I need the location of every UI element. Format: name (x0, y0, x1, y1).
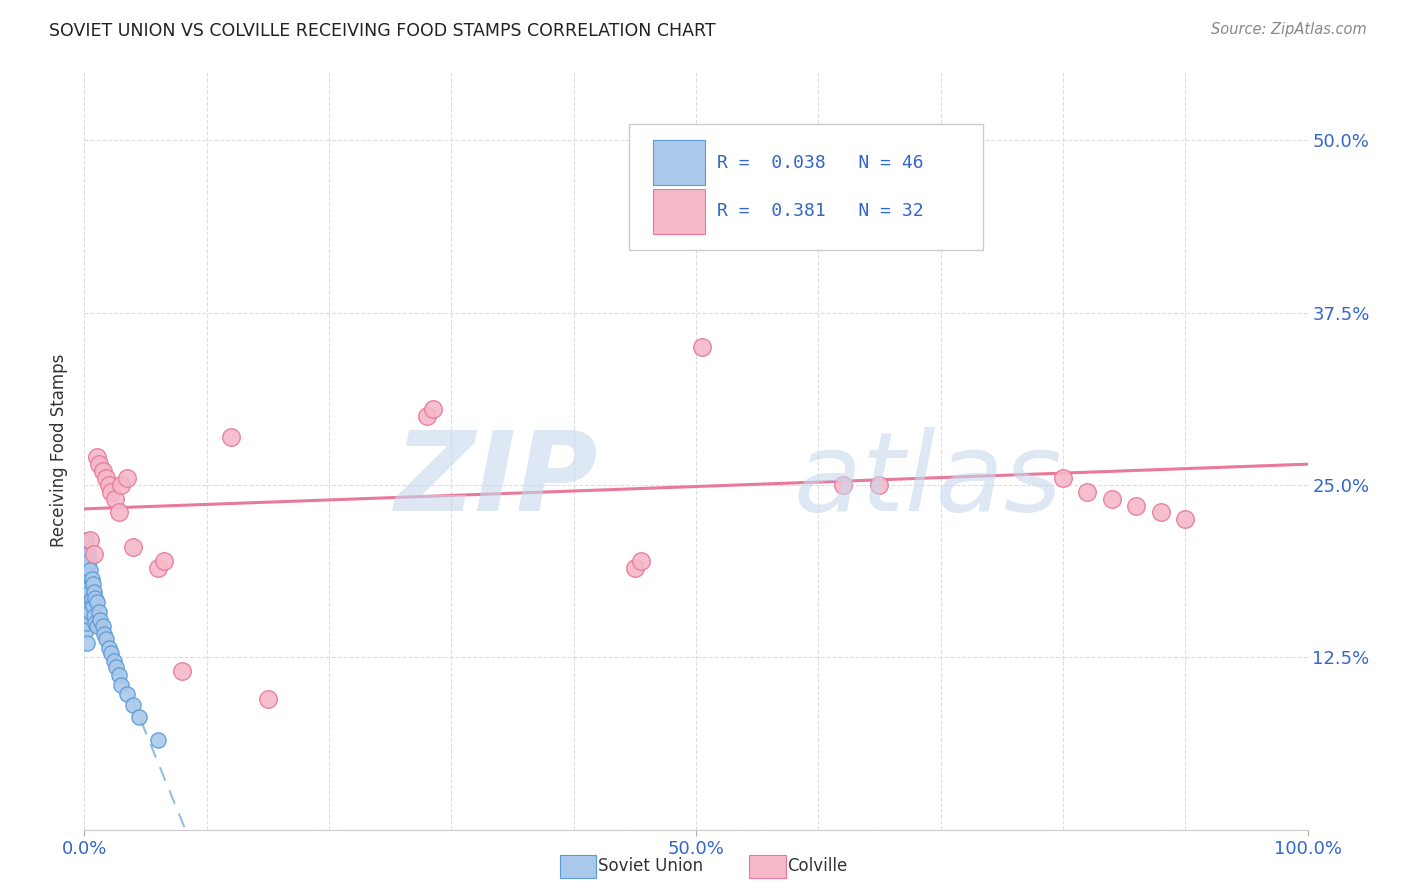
Point (83, 585, 105, 599)
Point (110, 678, 132, 692)
Point (97, 478, 120, 492)
Point (630, 554, 652, 568)
FancyBboxPatch shape (628, 125, 983, 250)
Point (690, 340, 713, 354)
Point (422, 402, 444, 417)
Point (105, 660, 128, 674)
Text: Source: ZipAtlas.com: Source: ZipAtlas.com (1211, 22, 1367, 37)
Text: R =  0.381   N = 32: R = 0.381 N = 32 (717, 202, 924, 220)
Point (100, 484, 122, 499)
Point (146, 733, 169, 747)
Point (82, 599, 104, 614)
Point (93, 627, 115, 641)
Point (107, 506, 129, 520)
Point (107, 668, 129, 682)
FancyBboxPatch shape (654, 189, 704, 234)
Point (87, 605, 110, 619)
Point (75, 547, 97, 561)
Point (96, 632, 118, 647)
Point (1076, 484, 1098, 499)
Point (75, 582, 97, 596)
Point (1150, 506, 1173, 520)
Point (115, 471, 138, 485)
Point (79, 585, 101, 599)
Point (76, 560, 98, 574)
Point (77, 582, 100, 596)
Point (76, 595, 98, 609)
Point (77, 588, 100, 602)
Point (76, 636, 98, 650)
Point (75, 567, 97, 582)
Point (79, 605, 101, 619)
Point (869, 478, 891, 492)
Point (96, 471, 118, 485)
Point (624, 560, 647, 574)
Point (146, 560, 169, 574)
Point (219, 430, 242, 444)
Point (77, 602, 100, 616)
Point (86, 595, 108, 609)
Point (79, 563, 101, 577)
Point (77, 567, 100, 582)
Point (77, 554, 100, 568)
Point (100, 646, 122, 660)
Point (153, 554, 176, 568)
Point (84, 615, 107, 630)
Point (87, 457, 110, 471)
Point (76, 577, 98, 591)
Point (1174, 512, 1197, 526)
Point (75, 602, 97, 616)
Point (685, 175, 707, 189)
Text: SOVIET UNION VS COLVILLE RECEIVING FOOD STAMPS CORRELATION CHART: SOVIET UNION VS COLVILLE RECEIVING FOOD … (49, 22, 716, 40)
Point (80, 591, 103, 605)
Point (103, 654, 125, 668)
Text: ZIP: ZIP (395, 427, 598, 534)
Point (1052, 471, 1074, 485)
Point (1125, 499, 1147, 513)
Point (82, 577, 104, 591)
Point (76, 615, 98, 630)
Point (91, 618, 114, 632)
Point (79, 533, 101, 547)
Point (80, 572, 103, 586)
Point (91, 464, 114, 478)
Point (104, 491, 127, 506)
Point (831, 478, 853, 492)
Point (75, 623, 97, 637)
Point (257, 691, 280, 706)
Point (86, 618, 108, 632)
Point (75, 533, 97, 547)
Y-axis label: Receiving Food Stamps: Receiving Food Stamps (51, 354, 69, 547)
Point (86, 450, 108, 465)
Point (122, 540, 145, 554)
Point (83, 608, 105, 623)
Point (97, 640, 120, 655)
Point (172, 664, 194, 678)
Text: R =  0.038   N = 46: R = 0.038 N = 46 (717, 153, 924, 172)
Point (83, 547, 105, 561)
Point (128, 709, 150, 723)
Point (1101, 491, 1123, 506)
Point (115, 688, 138, 702)
Point (122, 698, 145, 713)
Text: atlas: atlas (794, 427, 1063, 534)
Point (416, 409, 439, 423)
FancyBboxPatch shape (654, 140, 704, 186)
Point (77, 547, 100, 561)
Point (77, 608, 100, 623)
Text: Colville: Colville (787, 857, 848, 875)
Point (89, 613, 111, 627)
Point (84, 591, 107, 605)
Text: Soviet Union: Soviet Union (598, 857, 703, 875)
Point (110, 478, 132, 492)
